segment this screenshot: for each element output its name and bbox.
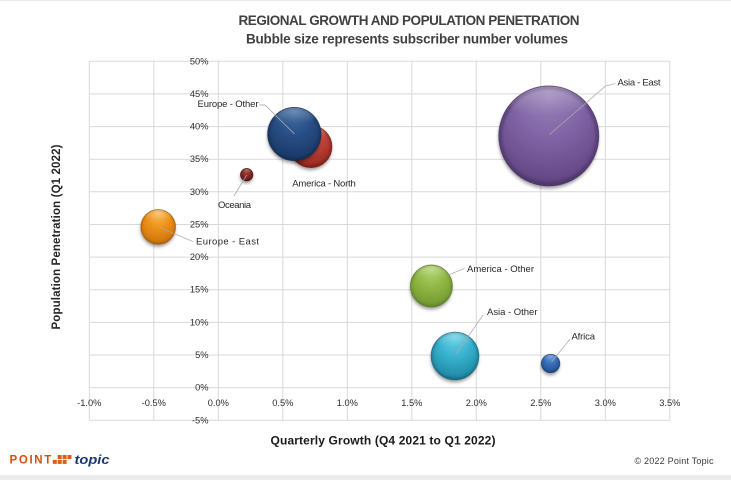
svg-text:5%: 5% (195, 350, 208, 360)
svg-text:-5%: -5% (192, 415, 209, 425)
svg-text:1.5%: 1.5% (401, 398, 422, 408)
svg-text:Asia - Other: Asia - Other (487, 307, 538, 318)
svg-text:40%: 40% (190, 122, 209, 132)
svg-text:Asia - East: Asia - East (618, 78, 661, 89)
svg-text:3.0%: 3.0% (595, 398, 616, 408)
svg-text:2.5%: 2.5% (530, 398, 551, 408)
svg-text:0.5%: 0.5% (272, 398, 293, 408)
svg-text:Europe - Other: Europe - Other (198, 99, 259, 110)
svg-text:topic: topic (75, 452, 111, 467)
svg-text:Oceania: Oceania (218, 200, 252, 211)
svg-text:Europe - East: Europe - East (196, 237, 259, 248)
svg-text:POINT: POINT (10, 455, 52, 467)
svg-text:Population Penetration (Q1 202: Population Penetration (Q1 2022) (51, 144, 63, 329)
svg-text:0%: 0% (195, 383, 208, 393)
svg-text:30%: 30% (190, 187, 209, 197)
svg-text:0.0%: 0.0% (208, 398, 229, 408)
svg-text:REGIONAL GROWTH AND POPULATION: REGIONAL GROWTH AND POPULATION PENETRATI… (239, 13, 580, 28)
svg-text:Africa: Africa (572, 332, 596, 343)
svg-text:3.5%: 3.5% (659, 398, 680, 408)
svg-text:Quarterly Growth (Q4 2021 to Q: Quarterly Growth (Q4 2021 to Q1 2022) (271, 434, 496, 448)
svg-text:15%: 15% (190, 285, 209, 295)
svg-text:America - Other: America - Other (467, 264, 534, 275)
svg-text:10%: 10% (190, 317, 209, 327)
svg-text:25%: 25% (190, 220, 209, 230)
svg-text:© 2022 Point Topic: © 2022 Point Topic (635, 456, 715, 466)
svg-text:50%: 50% (190, 56, 209, 66)
svg-text:America - North: America - North (292, 179, 356, 190)
svg-text:20%: 20% (190, 252, 209, 262)
svg-text:2.0%: 2.0% (466, 398, 487, 408)
svg-text:-0.5%: -0.5% (142, 398, 166, 408)
svg-text:1.0%: 1.0% (337, 398, 358, 408)
svg-text:Bubble size represents subscri: Bubble size represents subscriber number… (246, 32, 568, 47)
svg-text:35%: 35% (190, 154, 209, 164)
svg-text:45%: 45% (190, 89, 209, 99)
svg-text:-1.0%: -1.0% (77, 398, 101, 408)
